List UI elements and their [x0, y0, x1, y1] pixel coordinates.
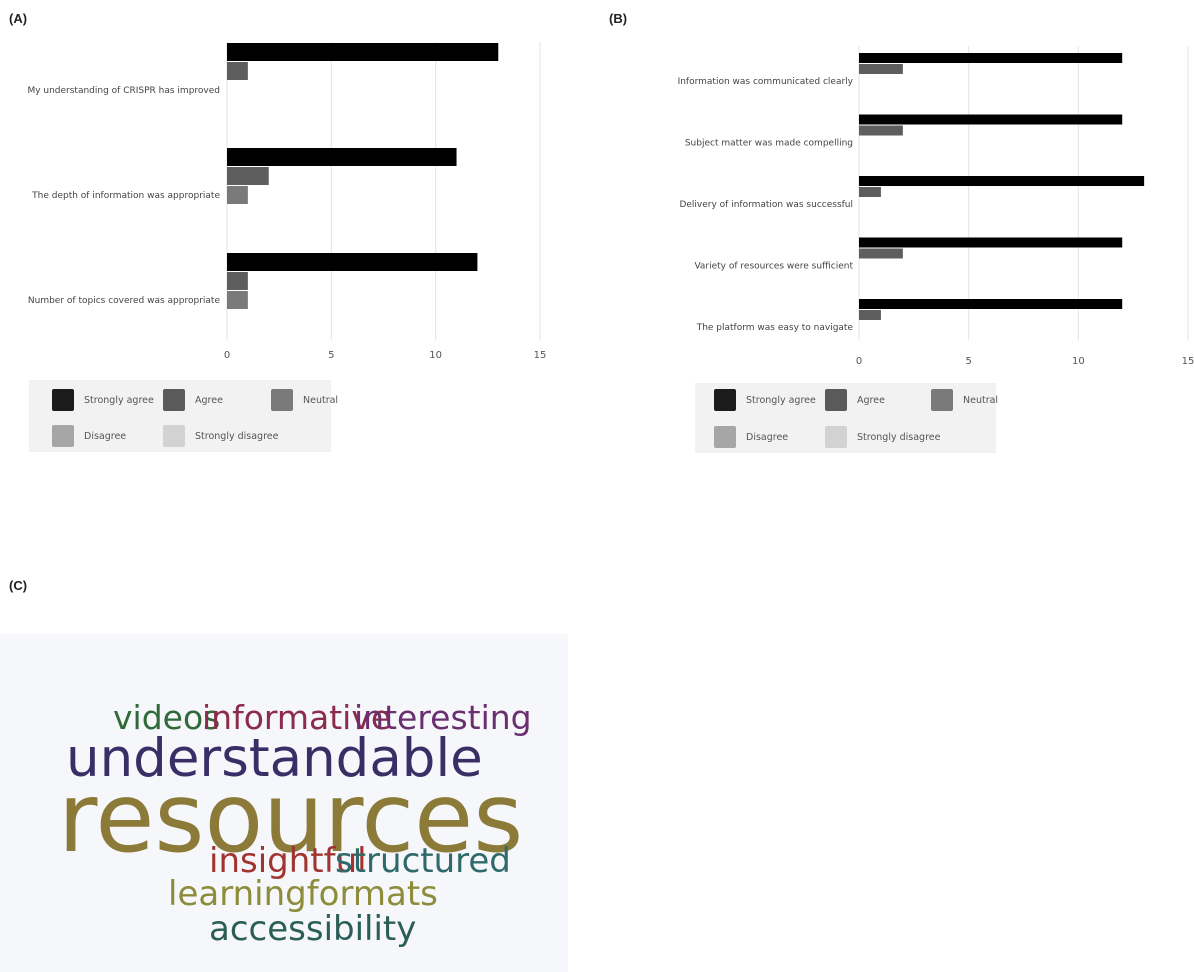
- x-tick-label: 5: [965, 356, 971, 367]
- legend-swatch: [52, 425, 74, 447]
- word-accessibility: accessibility: [209, 909, 417, 949]
- panel-b-label: (B): [609, 11, 628, 26]
- legend-item-neutral: Neutral: [931, 389, 998, 411]
- bar-strongly-agree: [227, 148, 457, 166]
- legend-label: Agree: [195, 394, 223, 406]
- legend-label: Neutral: [303, 394, 339, 406]
- legend-swatch: [271, 389, 293, 411]
- category-label: Information was communicated clearly: [678, 77, 854, 87]
- category-label: Subject matter was made compelling: [685, 139, 853, 149]
- legend-label: Strongly disagree: [195, 430, 279, 442]
- bar-agree: [227, 167, 269, 185]
- bar-agree: [859, 125, 903, 136]
- bar-strongly-agree: [859, 53, 1123, 63]
- legend-label: Agree: [857, 394, 885, 406]
- x-tick-label: 15: [1182, 356, 1194, 367]
- bar-agree: [227, 272, 248, 290]
- bar-strongly-agree: [859, 299, 1123, 309]
- bar-agree: [227, 62, 248, 80]
- category-label: The depth of information was appropriate: [31, 191, 220, 201]
- category-label: The platform was easy to navigate: [696, 323, 854, 333]
- bar-strongly-agree: [859, 237, 1123, 248]
- word-resources: resources: [58, 762, 524, 874]
- legend-label: Disagree: [84, 430, 127, 442]
- x-tick-label: 0: [224, 350, 230, 361]
- panel-a-label: (A): [9, 11, 28, 26]
- word-informative: informative: [202, 698, 392, 737]
- category-label: Delivery of information was successful: [679, 200, 853, 210]
- word-structured: structured: [335, 841, 511, 881]
- chart-a: 0 5 10 15 My understanding of CRISPR has imp…: [27, 42, 547, 361]
- legend-label: Strongly agree: [746, 394, 816, 406]
- legend-label: Strongly disagree: [857, 431, 941, 443]
- legend-swatch: [825, 389, 847, 411]
- bar-neutral: [227, 291, 248, 309]
- legend-b: Strongly agree Agree Neutral Disagree St…: [695, 383, 998, 453]
- word-insightful: insightful: [209, 841, 367, 881]
- legend-item-neutral: Neutral: [271, 389, 338, 411]
- legend-item-disagree: Disagree: [714, 426, 788, 448]
- legend-swatch: [163, 389, 185, 411]
- legend-swatch: [714, 389, 736, 411]
- legend-swatch: [931, 389, 953, 411]
- legend-item-strongly-agree: Strongly agree: [52, 389, 154, 411]
- bar-strongly-agree: [227, 43, 499, 61]
- legend-label: Neutral: [963, 394, 999, 406]
- legend-swatch: [163, 425, 185, 447]
- bar-strongly-agree: [227, 253, 478, 271]
- category-label: Number of topics covered was appropriate: [28, 296, 221, 306]
- bar-strongly-agree: [859, 114, 1123, 125]
- legend-label: Strongly agree: [84, 394, 154, 406]
- word-videos: videos: [113, 698, 221, 737]
- legend-item-strongly-disagree: Strongly disagree: [825, 426, 940, 448]
- category-label: Variety of resources were sufficient: [694, 262, 853, 272]
- legend-item-strongly-agree: Strongly agree: [714, 389, 816, 411]
- x-tick-label: 15: [534, 350, 547, 361]
- bar-agree: [859, 248, 903, 259]
- legend-item-strongly-disagree: Strongly disagree: [163, 425, 278, 447]
- legend-item-agree: Agree: [163, 389, 223, 411]
- panel-c-label: (C): [9, 578, 28, 593]
- legend-swatch: [52, 389, 74, 411]
- legend-a: Strongly agree Agree Neutral Disagree St…: [29, 380, 338, 452]
- word-learningformats: learningformats: [168, 874, 438, 914]
- chart-b: 0 5 10 15 Information was communicated clear…: [678, 46, 1194, 367]
- bar-agree: [859, 64, 903, 74]
- legend-swatch: [714, 426, 736, 448]
- category-label: My understanding of CRISPR has improved: [27, 86, 220, 96]
- legend-item-disagree: Disagree: [52, 425, 126, 447]
- bar-strongly-agree: [859, 176, 1145, 186]
- x-tick-label: 0: [856, 356, 862, 367]
- x-tick-label: 10: [1072, 356, 1085, 367]
- word-interesting: interesting: [354, 698, 532, 737]
- legend-item-agree: Agree: [825, 389, 885, 411]
- bar-agree: [859, 187, 881, 197]
- bar-neutral: [227, 186, 248, 204]
- x-tick-label: 5: [328, 350, 334, 361]
- legend-label: Disagree: [746, 431, 789, 443]
- word-understandable: understandable: [66, 728, 483, 789]
- bar-agree: [859, 310, 881, 320]
- word-cloud: videos informative interesting understan…: [0, 634, 568, 972]
- legend-swatch: [825, 426, 847, 448]
- x-tick-label: 10: [429, 350, 442, 361]
